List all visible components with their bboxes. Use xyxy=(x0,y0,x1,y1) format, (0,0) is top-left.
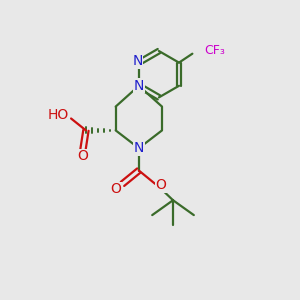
Text: O: O xyxy=(77,149,88,163)
Text: N: N xyxy=(134,141,144,155)
Text: O: O xyxy=(110,182,122,196)
Text: CF₃: CF₃ xyxy=(204,44,225,57)
Text: N: N xyxy=(134,79,144,93)
Text: HO: HO xyxy=(48,108,69,122)
Text: O: O xyxy=(156,178,167,192)
Text: N: N xyxy=(132,54,142,68)
